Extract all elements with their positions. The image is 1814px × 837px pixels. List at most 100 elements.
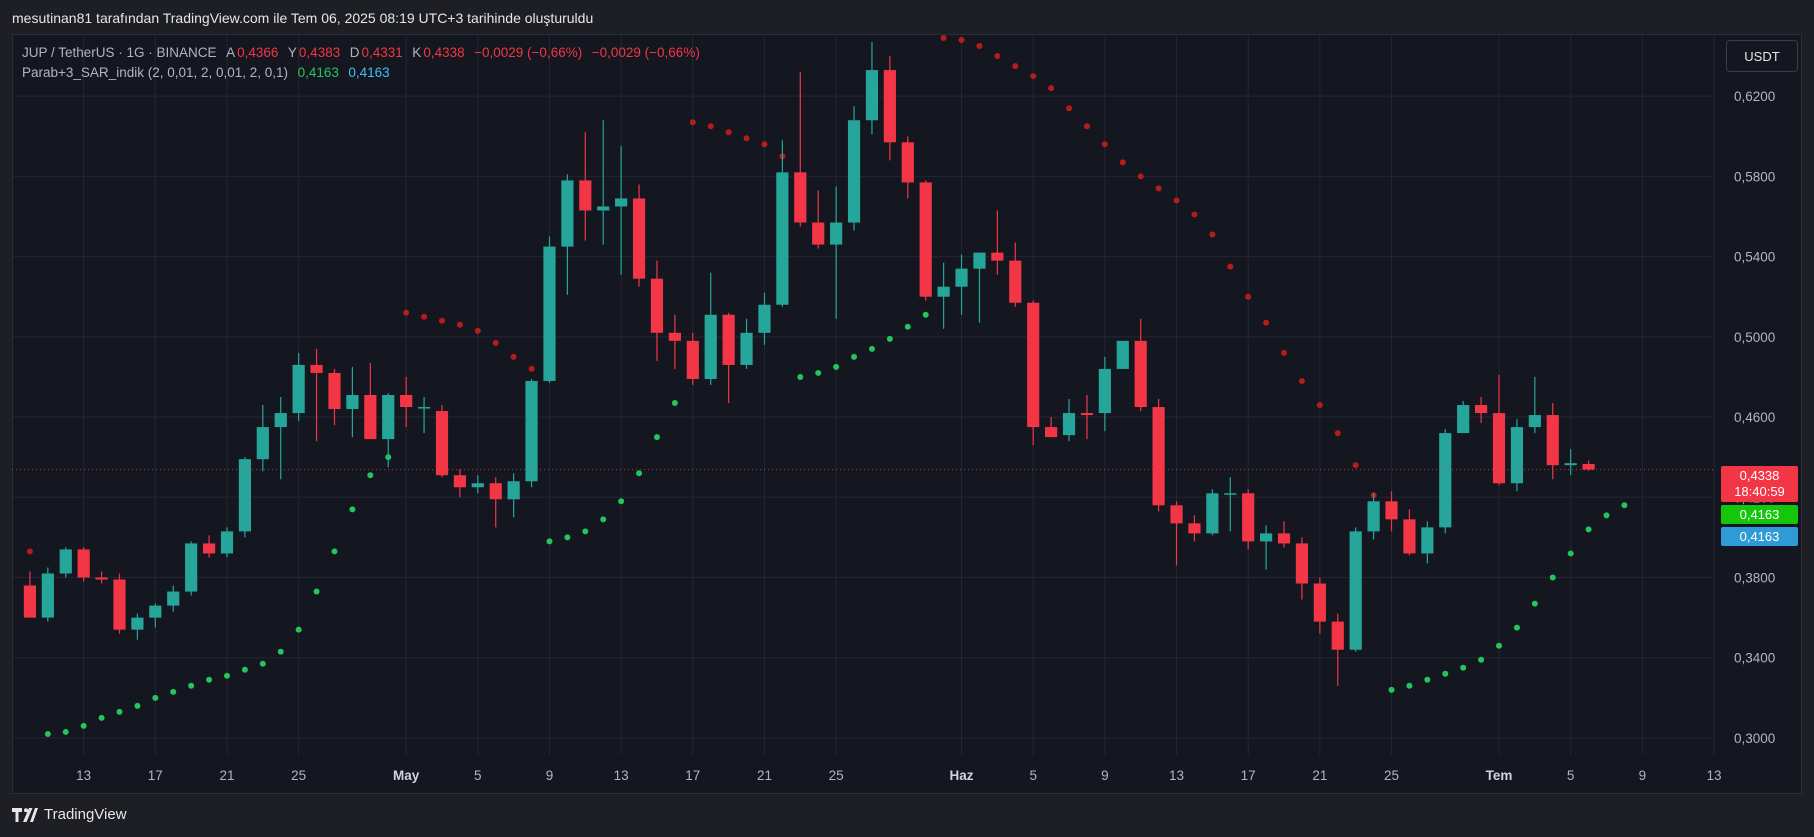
- candle-body: [507, 481, 520, 500]
- candle-body: [256, 427, 269, 460]
- candle-body: [328, 372, 341, 410]
- candle-body: [1528, 415, 1541, 428]
- sar-dot: [403, 309, 410, 316]
- sar-dot: [797, 373, 804, 380]
- candle-body: [1421, 527, 1434, 554]
- sar-dot: [1406, 682, 1413, 689]
- x-tick-label: 9: [546, 768, 554, 783]
- x-tick-label: 17: [685, 768, 700, 783]
- candle-body: [346, 395, 359, 410]
- candle-series: [23, 42, 1595, 686]
- price-axis: 0,30000,34000,38000,42000,46000,50000,54…: [1734, 89, 1775, 746]
- candle-body: [901, 142, 914, 183]
- sar-dot: [44, 730, 51, 737]
- high-value: 0,4383: [298, 45, 341, 60]
- candle-body: [740, 332, 753, 365]
- sar-dot: [600, 516, 607, 523]
- sar-dot: [116, 708, 123, 715]
- sar-dot: [1567, 550, 1574, 557]
- sar-dot: [170, 688, 177, 695]
- candle-body: [615, 198, 628, 207]
- change-value: −0,0029 (−0,66%): [474, 45, 583, 60]
- x-tick-label: 13: [1706, 768, 1721, 783]
- x-tick-label: 25: [829, 768, 844, 783]
- sar-dot: [313, 588, 320, 595]
- sar-dot: [188, 682, 195, 689]
- sar-dot: [438, 317, 445, 324]
- sar-dot: [134, 702, 141, 709]
- sar-dot: [1603, 512, 1610, 519]
- candle-body: [202, 543, 216, 554]
- candle-body: [597, 206, 610, 211]
- indicator-name[interactable]: Parab+3_SAR_indik (2, 0,01, 2, 0,01, 2, …: [22, 65, 289, 80]
- sar-dot: [1388, 686, 1395, 693]
- candle-body: [292, 364, 305, 414]
- candle-body: [1260, 533, 1273, 542]
- y-tick-label: 0,3800: [1734, 571, 1775, 586]
- x-tick-label: Haz: [950, 768, 974, 783]
- change-value-2: −0,0029 (−0,66%): [591, 45, 700, 60]
- sar-dot: [456, 321, 463, 328]
- sar-dot: [1442, 670, 1449, 677]
- sar-dot: [367, 472, 374, 479]
- x-tick-label: 13: [76, 768, 91, 783]
- symbol-name[interactable]: JUP / TetherUS · 1G · BINANCE: [22, 45, 217, 60]
- sar-dot: [994, 53, 1001, 60]
- candle-body: [1582, 463, 1595, 470]
- candle-body: [1170, 505, 1183, 524]
- x-tick-label: Tem: [1486, 768, 1513, 783]
- sar-dot: [868, 345, 875, 352]
- candle-body: [1457, 405, 1470, 434]
- x-tick-label: 25: [1384, 768, 1399, 783]
- y-tick-label: 0,3400: [1734, 651, 1775, 666]
- candle-body: [973, 252, 986, 269]
- sar-dot: [940, 35, 947, 42]
- sar-dot: [761, 141, 768, 148]
- candle-body: [23, 585, 37, 618]
- high-label: Y: [287, 45, 297, 60]
- candle-body: [686, 340, 699, 379]
- sar-dot: [349, 506, 356, 513]
- sar-dot: [223, 672, 230, 679]
- candle-body: [1134, 340, 1147, 408]
- x-tick-label: 17: [1241, 768, 1256, 783]
- sar-dot: [743, 135, 750, 142]
- chart-attribution: mesutinan81 tarafından TradingView.com i…: [12, 10, 594, 26]
- sar-dot: [582, 528, 589, 535]
- candle-body: [632, 198, 646, 279]
- candle-body: [238, 459, 251, 532]
- x-tick-label: 5: [1567, 768, 1575, 783]
- sar-dot: [833, 363, 840, 370]
- candle-body: [758, 304, 771, 333]
- candle-body: [59, 549, 72, 574]
- candle-body: [1027, 302, 1040, 428]
- sar-dot: [1191, 211, 1198, 218]
- candle-body: [579, 180, 592, 211]
- candle-body: [991, 252, 1004, 261]
- sar-dot: [1460, 664, 1467, 671]
- candle-body: [865, 70, 879, 121]
- sar-dot: [528, 365, 535, 372]
- candle-body: [525, 380, 538, 482]
- brand-name: TradingView: [44, 806, 127, 823]
- sar-dot: [62, 728, 69, 735]
- sar-dot: [1424, 676, 1431, 683]
- sar-dot: [1281, 349, 1288, 356]
- candle-body: [435, 411, 449, 476]
- candle-body: [812, 222, 825, 245]
- sar-dot: [1549, 574, 1556, 581]
- indicator-legend: Parab+3_SAR_indik (2, 0,01, 2, 0,01, 2, …: [22, 65, 392, 80]
- candle-body: [310, 364, 323, 373]
- sar-dot: [1227, 263, 1234, 270]
- sar-dot: [958, 37, 965, 44]
- sar-dot: [1352, 462, 1359, 469]
- sar-dot: [689, 119, 696, 126]
- sar-dot: [1496, 642, 1503, 649]
- sar-price-tag-1: 0,4163: [1721, 505, 1798, 524]
- candle-body: [41, 573, 54, 618]
- open-value: 0,4366: [237, 45, 279, 60]
- sar-dot: [671, 400, 678, 407]
- currency-button[interactable]: USDT: [1726, 40, 1798, 72]
- candle-body: [1224, 493, 1237, 495]
